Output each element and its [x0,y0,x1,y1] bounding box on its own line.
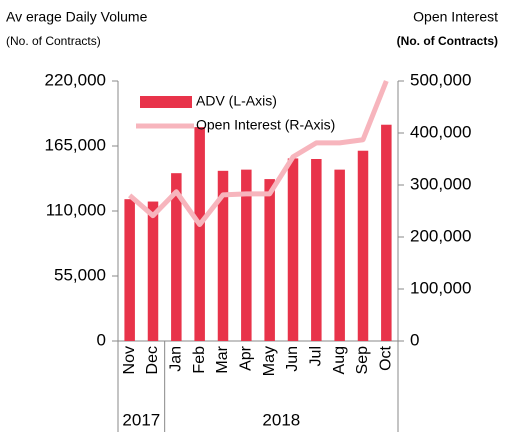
x-tick-label: Jun [284,346,301,372]
x-tick-label: Sep [354,346,371,375]
year-label: 2017 [122,410,160,429]
y-tick-label: 110,000 [46,200,106,219]
legend-label: ADV (L-Axis) [196,93,277,109]
x-tick-label: Mar [214,345,231,373]
bar [311,159,322,341]
bar [381,124,392,342]
y-tick-label: 0 [97,330,106,349]
x-tick-label: Feb [191,346,208,374]
bar [287,158,299,341]
y2-tick-label: 0 [410,330,419,349]
y-tick-label: 220,000 [45,70,106,89]
bar [217,170,229,341]
y2-tick-label: 500,000 [410,70,471,89]
y-tick-label: 55,000 [54,265,106,284]
y2-tick-label: 300,000 [410,174,471,193]
y-tick-label: 165,000 [45,135,106,154]
x-tick-label: Aug [331,346,348,374]
x-tick-label: Jan [168,346,185,372]
bar [124,199,135,341]
legend-label: Open Interest (R-Axis) [196,117,335,133]
x-tick-label: Nov [121,346,138,374]
y2-tick-label: 100,000 [410,278,471,297]
x-tick-label: May [261,346,278,376]
y2-tick-label: 400,000 [410,122,471,141]
bar [171,173,182,341]
line-series [128,80,389,228]
right-axis-title: Open Interest [413,9,498,25]
bar [194,127,205,341]
x-tick-label: Apr [238,345,255,371]
x-tick-label: Oct [378,345,395,370]
x-tick-label: Dec [144,346,161,374]
x-tick-label: Jul [308,346,325,366]
legend-swatch [140,96,192,108]
bar [357,150,369,341]
right-axis-subtitle: (No. of Contracts) [397,34,498,48]
bar [147,201,159,341]
y2-tick-label: 200,000 [410,226,471,245]
left-axis-title: Av erage Daily Volume [6,9,148,25]
left-axis-subtitle: (No. of Contracts) [6,34,101,48]
bar [334,169,345,341]
year-label: 2018 [262,410,300,429]
bar [241,169,252,341]
bar [264,179,275,341]
